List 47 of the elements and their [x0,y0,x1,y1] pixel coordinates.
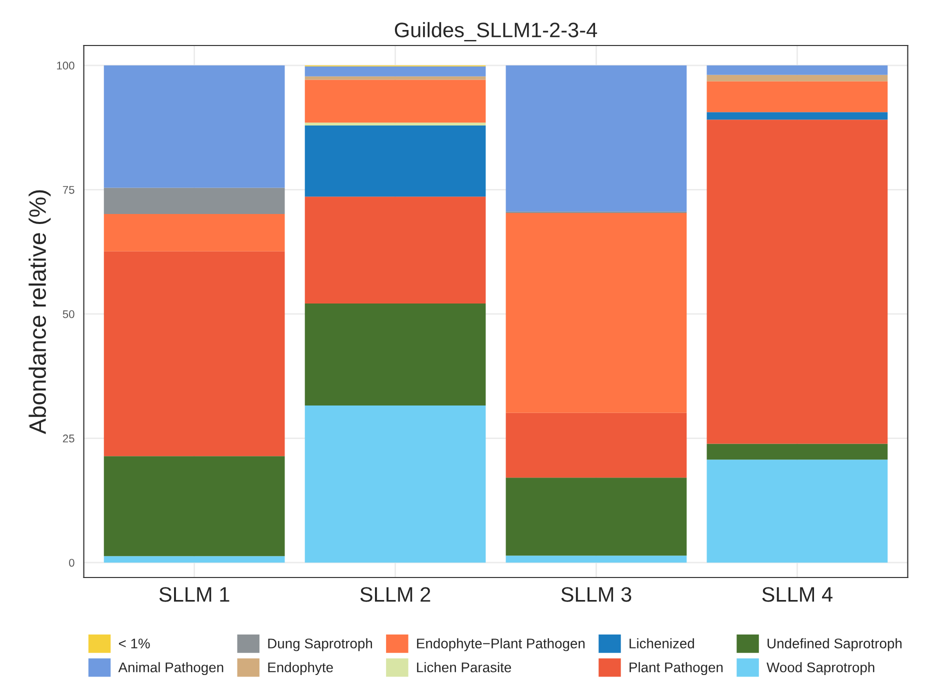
legend-label: < 1% [118,638,150,648]
bar [706,81,888,112]
x-tick-label: SLLM 2 [360,587,430,602]
bar [104,188,285,214]
y-tick-label: 75 [62,186,74,194]
bar [304,80,486,123]
bar [706,444,888,460]
legend-label: Dung Saprotroph [268,638,372,652]
bar [304,66,486,76]
legend-label: Endophyte−Plant Pathogen [417,638,585,652]
legend-label: Lichenized [630,638,694,648]
x-tick-label: SLLM 4 [762,587,832,602]
bar [304,122,486,126]
bar [104,456,285,556]
bar [506,556,687,563]
legend-label: Plant Pathogen [630,662,723,676]
bar [304,196,486,304]
y-tick-label: 25 [62,434,74,442]
chart-title: Guildes_SLLM1-2-3-4 [394,22,598,42]
legend-label: Undefined Saprotroph [768,638,902,652]
x-tick-label: SLLM 3 [561,587,632,602]
y-tick-label: 50 [62,310,74,318]
bar [706,112,888,120]
y-tick-label: 0 [69,558,74,567]
legend-label: Endophyte [268,662,333,676]
legend-label: Wood Saprotroph [766,662,874,676]
y-tick-label: 100 [57,62,74,70]
bar [104,65,285,188]
bar [104,556,285,563]
bar [304,76,486,80]
bar [506,478,687,556]
bar [706,74,888,82]
bar [506,213,687,413]
x-tick-label: SLLM 1 [159,587,230,602]
bar [304,304,486,406]
bar [506,412,687,478]
y-axis-title: Abondance relative (%) [28,190,51,434]
legend-label: Lichen Parasite [417,662,512,672]
legend-label: Animal Pathogen [118,662,224,676]
bar [706,120,888,444]
bar [506,65,687,212]
bar [706,460,888,563]
bar [304,126,486,197]
bar [706,65,888,75]
bar [304,405,486,563]
bar [104,251,285,456]
bar [104,214,285,252]
